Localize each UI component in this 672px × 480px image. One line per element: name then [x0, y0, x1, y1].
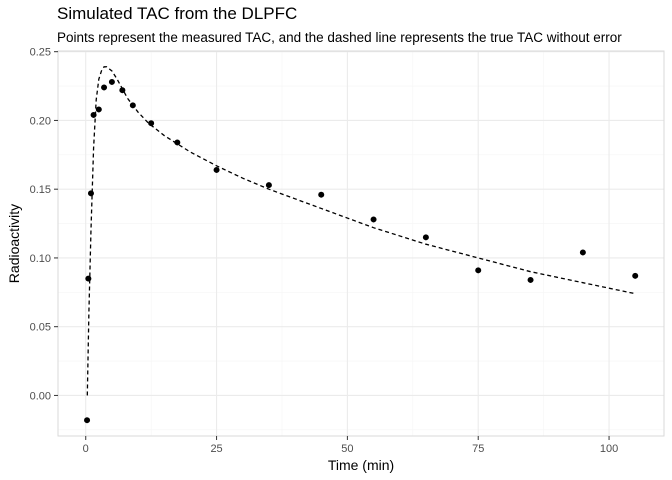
- y-tick-label: 0.10: [30, 253, 51, 265]
- measured-tac-point: [90, 111, 97, 118]
- measured-tac-point: [129, 102, 136, 109]
- measured-tac-point: [108, 78, 115, 85]
- panel-border: [57, 50, 665, 437]
- y-tick-label: 0.05: [30, 322, 51, 334]
- measured-tac-point: [370, 216, 377, 223]
- chart-title: Simulated TAC from the DLPFC: [57, 4, 298, 23]
- y-tick-label: 0.15: [30, 184, 51, 196]
- measured-tac-point: [265, 182, 272, 189]
- measured-tac-point: [84, 417, 91, 424]
- x-tick-label: 50: [341, 443, 353, 455]
- y-tick-label: 0.25: [30, 47, 51, 59]
- measured-tac-point: [95, 106, 102, 113]
- measured-tac-point: [85, 275, 92, 282]
- measured-tac-point: [101, 84, 108, 91]
- x-tick-label: 25: [210, 443, 222, 455]
- true-tac-line: [86, 66, 636, 396]
- measured-tac-point: [148, 120, 155, 127]
- measured-tac-point: [422, 234, 429, 241]
- y-tick-label: 0.20: [30, 115, 51, 127]
- measured-tac-point: [318, 191, 325, 198]
- measured-tac-point: [475, 267, 482, 274]
- y-tick-label: 0.00: [30, 390, 51, 402]
- x-tick-label: 75: [472, 443, 484, 455]
- measured-tac-point: [119, 87, 126, 94]
- x-tick-label: 0: [83, 443, 89, 455]
- measured-tac-point: [579, 249, 586, 256]
- measured-tac-point: [527, 276, 534, 283]
- x-axis-title: Time (min): [328, 457, 394, 473]
- measured-tac-point: [213, 166, 220, 173]
- measured-tac-point: [174, 139, 181, 146]
- chart-subtitle: Points represent the measured TAC, and t…: [57, 30, 622, 45]
- measured-tac-point: [87, 190, 94, 197]
- measured-tac-point: [632, 272, 639, 279]
- x-tick-label: 100: [600, 443, 618, 455]
- y-axis-title: Radioactivity: [6, 204, 22, 283]
